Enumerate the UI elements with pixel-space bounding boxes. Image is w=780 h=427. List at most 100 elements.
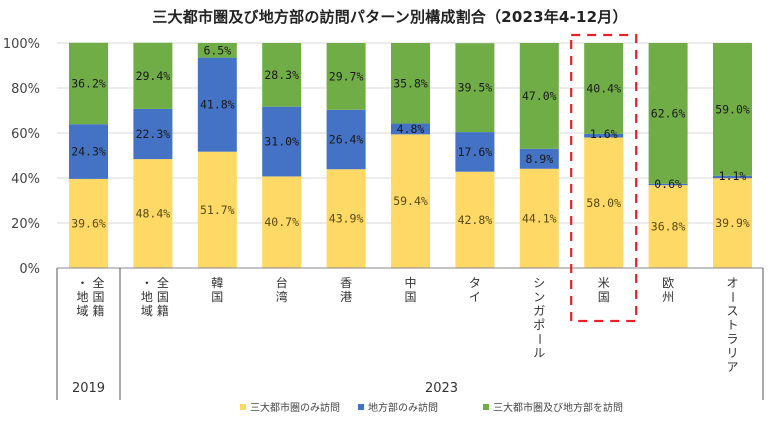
data-label: 35.8%	[393, 76, 428, 90]
bar-segment	[69, 124, 108, 179]
data-label: 42.8%	[458, 213, 493, 227]
data-label: 17.6%	[458, 145, 493, 159]
highlight-box	[570, 33, 638, 323]
y-tick-label: 40%	[11, 172, 40, 187]
bars	[69, 42, 752, 268]
category-label-char: 湾	[276, 289, 288, 304]
bar-segment	[133, 108, 173, 160]
bar-segment	[262, 43, 302, 107]
category-label-char: ト	[726, 318, 738, 332]
category-label-char: 域	[76, 304, 88, 318]
category-label-char: リ	[726, 346, 738, 360]
bar-segment	[262, 176, 302, 268]
data-label: 6.5%	[203, 43, 231, 57]
category-label-char: 域	[141, 304, 153, 318]
bar-segment	[455, 171, 495, 268]
legend-swatch	[483, 404, 489, 410]
bar-segment	[262, 106, 302, 177]
category-label-char: ・	[141, 276, 153, 290]
category-label-char: タ	[469, 276, 481, 290]
y-tick-label: 20%	[11, 217, 40, 232]
data-label: 40.7%	[264, 215, 299, 229]
category-label-char: 港	[340, 290, 352, 304]
category-label-char: 地	[141, 290, 153, 304]
category-label-char: 香	[340, 276, 352, 290]
category-label-char: 韓	[211, 276, 223, 290]
legend-swatch	[240, 404, 246, 410]
category-label-char: オ	[726, 276, 738, 290]
bar-segment	[713, 175, 752, 179]
bar-segment	[133, 159, 173, 268]
group-label: 2019	[72, 381, 105, 396]
highlight-box-rect	[570, 33, 638, 323]
y-axis: 0% 20% 40% 60% 80% 100%	[3, 37, 40, 277]
category-label-char: 国	[92, 290, 104, 304]
bar-segment	[197, 57, 237, 152]
bar-segment	[391, 134, 430, 268]
category-label-char: ー	[532, 333, 546, 345]
data-label: 47.0%	[522, 89, 557, 103]
data-label: 1.6%	[590, 127, 618, 141]
category-label-char: 国	[211, 290, 223, 304]
bar-segment	[648, 185, 688, 268]
data-label: 36.8%	[651, 220, 686, 234]
bar-segment	[648, 183, 688, 186]
data-label: 62.6%	[651, 106, 686, 120]
category-label-char: 地	[76, 290, 88, 304]
bar-segment	[326, 43, 366, 110]
x-axis: 全国籍・地域全国籍・地域韓国台湾香港中国タイシンガポール米国欧州オーストラリア2…	[56, 267, 764, 400]
data-label: 24.3%	[71, 145, 106, 159]
category-label-char: ア	[726, 360, 738, 374]
data-label: 26.4%	[329, 133, 364, 147]
bar-segment	[713, 43, 752, 176]
category-label-char: ラ	[726, 332, 738, 346]
legend-label: 三大都市圏及び地方部を訪問	[493, 401, 623, 414]
legend-label: 三大都市圏のみ訪問	[250, 401, 340, 414]
bar-segment	[519, 43, 559, 149]
legend-label: 地方部のみ訪問	[368, 401, 438, 414]
y-tick-label: 100%	[3, 37, 40, 52]
category-label-char: イ	[469, 290, 481, 304]
category-label-char: ガ	[533, 304, 545, 318]
bar-segment	[133, 42, 173, 109]
data-label: 59.0%	[715, 102, 750, 116]
data-label: 51.7%	[200, 203, 235, 217]
category-label-char: ス	[726, 304, 738, 318]
data-label: 4.8%	[397, 122, 425, 136]
category-label-char: 欧	[662, 276, 674, 290]
category-label-char: 中	[404, 275, 416, 290]
bar-segment	[391, 43, 430, 124]
bar-segment	[326, 169, 366, 268]
bar-segment	[69, 178, 108, 268]
bar-segment	[584, 43, 624, 134]
bar-segment	[713, 178, 752, 268]
data-label: 36.2%	[71, 77, 106, 91]
bar-segment	[584, 137, 624, 268]
data-labels: 39.6% 24.3% 36.2% 48.4% 22.3% 29.4% 51.7% 41.8%…	[71, 43, 750, 233]
category-label-char: 国	[157, 290, 169, 304]
data-label: 39.5%	[458, 81, 493, 95]
legend-swatch	[358, 404, 364, 410]
category-label-char: ・	[76, 276, 88, 290]
data-label: 28.3%	[264, 68, 299, 82]
data-label: 40.4%	[586, 81, 621, 95]
category-label-char: 籍	[92, 303, 104, 318]
data-label: 58.0%	[586, 196, 621, 210]
chart-title: 三大都市圏及び地方部の訪問パターン別構成割合（2023年4-12月）	[152, 8, 628, 26]
data-label: 22.3%	[136, 127, 171, 141]
bar-segment	[197, 43, 237, 58]
category-label-char: 国	[404, 290, 416, 304]
category-label-char: ル	[533, 346, 545, 360]
bar-segment	[648, 43, 688, 184]
legend: 三大都市圏のみ訪問 地方部のみ訪問 三大都市圏及び地方部を訪問	[240, 401, 623, 414]
category-label-char: ー	[726, 291, 740, 303]
bar-segment	[197, 151, 237, 268]
group-label: 2023	[425, 381, 458, 396]
data-label: 31.0%	[264, 135, 299, 149]
data-label: 1.1%	[719, 169, 747, 183]
data-label: 39.6%	[71, 216, 106, 230]
y-tick-label: 80%	[11, 82, 40, 97]
data-label: 41.8%	[200, 98, 235, 112]
bar-segment	[391, 123, 430, 135]
